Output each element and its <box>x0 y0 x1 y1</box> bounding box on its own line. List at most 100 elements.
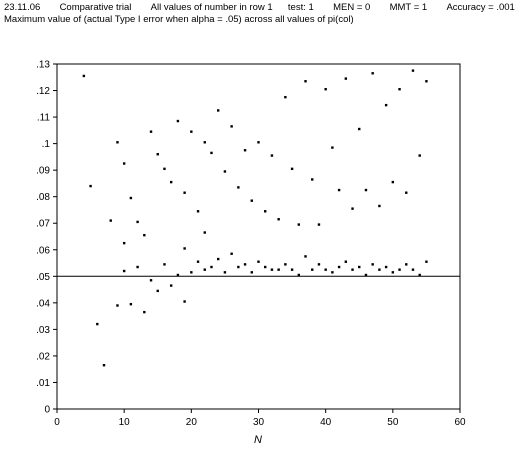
data-point <box>169 284 173 287</box>
data-point <box>176 119 180 123</box>
header-trial: Comparative trial <box>59 2 132 13</box>
data-point <box>230 125 233 128</box>
y-tick-label: .11 <box>37 113 51 124</box>
data-point <box>358 265 361 269</box>
y-tick-label: .13 <box>36 60 50 71</box>
data-point <box>196 210 200 213</box>
y-tick-label: .02 <box>36 351 50 362</box>
y-tick-label: .07 <box>36 219 50 230</box>
data-point <box>331 271 334 274</box>
data-point <box>116 304 119 307</box>
data-point <box>324 88 327 91</box>
data-point <box>89 184 92 188</box>
chart-header-line: 23.11.06 Comparative trial All values of… <box>4 2 515 13</box>
data-point <box>277 268 280 271</box>
header-test: test: 1 <box>287 2 314 13</box>
data-point <box>351 268 354 271</box>
data-point <box>122 162 126 165</box>
data-point <box>284 263 287 266</box>
data-point <box>217 257 220 261</box>
data-point <box>270 154 274 157</box>
data-point <box>176 273 180 277</box>
data-point <box>196 260 200 263</box>
data-point <box>149 130 153 133</box>
data-point <box>203 141 206 144</box>
data-point <box>264 265 267 269</box>
y-tick-label: .09 <box>36 166 50 177</box>
data-point <box>243 149 247 152</box>
data-point <box>183 191 186 194</box>
data-point <box>371 72 374 75</box>
data-point <box>136 265 139 269</box>
data-point <box>398 268 401 271</box>
data-point <box>149 279 153 282</box>
x-tick-label: 40 <box>320 417 332 428</box>
data-point <box>398 88 401 91</box>
data-point <box>378 204 381 208</box>
data-point <box>109 219 112 222</box>
data-point <box>223 271 227 274</box>
plot-area <box>56 63 461 410</box>
data-point <box>297 273 300 277</box>
data-point <box>156 289 159 293</box>
data-point <box>237 265 240 269</box>
data-point <box>418 273 421 277</box>
x-axis-label: N <box>254 434 262 446</box>
x-tick-label: 10 <box>119 417 131 428</box>
y-tick-label: .03 <box>36 325 50 336</box>
data-point <box>210 151 213 155</box>
data-point <box>116 141 119 144</box>
x-tick-label: 30 <box>253 417 265 428</box>
data-point <box>405 191 408 194</box>
data-point <box>203 268 206 271</box>
chart-subtitle: Maximum value of (actual Type I error wh… <box>4 14 354 25</box>
data-point <box>324 268 327 271</box>
data-point <box>304 255 307 258</box>
data-point <box>304 80 307 83</box>
y-tick-label: .01 <box>36 378 50 389</box>
data-point <box>284 95 287 99</box>
data-point <box>277 218 280 221</box>
data-point <box>122 241 126 245</box>
data-point <box>290 167 294 171</box>
data-point <box>156 153 159 156</box>
x-tick-label: 20 <box>186 417 198 428</box>
data-point <box>364 188 368 192</box>
data-point <box>378 268 381 271</box>
data-point <box>203 231 206 234</box>
data-point <box>337 188 341 192</box>
data-point <box>425 80 428 83</box>
y-tick-label: .1 <box>42 139 51 150</box>
data-point <box>143 310 146 314</box>
header-date: 23.11.06 <box>4 2 41 13</box>
data-point <box>311 268 314 271</box>
data-point <box>411 69 415 72</box>
data-point <box>230 252 233 255</box>
data-point <box>317 223 321 226</box>
data-point <box>122 269 126 273</box>
data-point <box>384 265 388 269</box>
data-point <box>384 103 388 107</box>
data-point <box>163 263 166 266</box>
data-point <box>257 141 260 144</box>
data-point <box>250 199 253 202</box>
data-point <box>257 260 260 263</box>
data-point <box>183 300 186 303</box>
data-point <box>297 223 300 226</box>
x-tick-label: 0 <box>54 417 60 428</box>
data-point <box>223 170 227 173</box>
y-tick-label: .04 <box>36 298 50 309</box>
header-mmt: MMT = 1 <box>389 2 428 13</box>
data-point <box>358 127 361 131</box>
data-point <box>183 247 186 250</box>
data-point <box>143 233 146 237</box>
y-axis: 0 .01 .02 .03 .04 .05 .06 .07 .08 .09 .1 .11 .12 .13 <box>36 60 57 416</box>
data-point <box>418 154 421 157</box>
data-point <box>411 268 415 271</box>
data-point <box>82 74 86 78</box>
data-point <box>243 263 247 266</box>
data-point <box>264 210 267 213</box>
x-axis: 0 10 20 30 40 50 60 <box>54 409 466 428</box>
data-points <box>82 69 428 367</box>
